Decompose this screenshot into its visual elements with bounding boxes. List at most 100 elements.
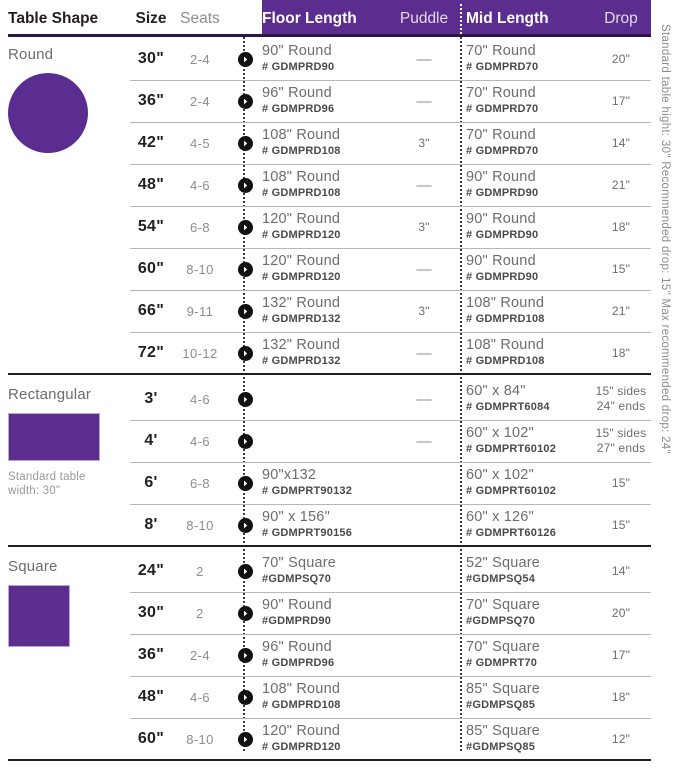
column-header-drop: Drop [604, 10, 638, 27]
cell-arrow[interactable] [228, 248, 262, 290]
table-row[interactable]: 24" 2 70" Square #GDMPSQ70 52" Square #GDMPSQ… [0, 550, 679, 592]
side-note-text: Standard table hight: 30" Recommended dr… [659, 24, 671, 454]
drop-value: 15" sides [595, 426, 647, 440]
table-row[interactable]: 60" 8-10 120" Round # GDMPRD120 — 90" Round # … [0, 248, 679, 290]
cell-seats: 8-10 [172, 504, 228, 546]
column-header-floor-length: Floor Length [262, 10, 357, 27]
drop-value: 14" [611, 563, 631, 578]
chevron-right-circle-icon[interactable] [237, 93, 253, 109]
chevron-right-circle-icon[interactable] [237, 563, 253, 579]
cell-arrow[interactable] [228, 592, 262, 634]
cell-arrow[interactable] [228, 164, 262, 206]
cell-puddle: 3" [388, 206, 460, 248]
cell-drop: 21" [592, 164, 650, 206]
chevron-right-circle-icon[interactable] [237, 219, 253, 235]
cell-seats: 6-8 [172, 206, 228, 248]
chevron-right-circle-icon[interactable] [237, 51, 253, 67]
seats-value: 4-6 [190, 177, 210, 193]
cell-arrow[interactable] [228, 290, 262, 332]
chevron-right-circle-icon[interactable] [237, 391, 253, 407]
chevron-right-circle-icon[interactable] [237, 303, 253, 319]
chevron-right-circle-icon[interactable] [237, 517, 253, 533]
chevron-right-circle-icon[interactable] [237, 475, 253, 491]
chevron-right-circle-icon[interactable] [237, 177, 253, 193]
drop-value: 15" [611, 475, 631, 490]
cell-arrow[interactable] [228, 550, 262, 592]
cell-floor-length: 132" Round # GDMPRD132 [262, 290, 390, 332]
table-row[interactable]: 6' 6-8 90"x132 # GDMPRT90132 60" x 102" # GDM… [0, 462, 679, 504]
shape-swatch-square [8, 585, 70, 647]
shape-label: Square [8, 558, 58, 575]
mid-length-value: 70" Round [466, 127, 536, 143]
seats-value: 2-4 [190, 647, 210, 663]
header-bottom-rule [8, 34, 651, 37]
cell-arrow[interactable] [228, 80, 262, 122]
chevron-right-circle-icon[interactable] [237, 135, 253, 151]
seats-value: 10-12 [182, 345, 218, 361]
chevron-right-circle-icon[interactable] [237, 731, 253, 747]
floor-length-value: 108" Round [262, 127, 341, 143]
table-row[interactable]: 72" 10-12 132" Round # GDMPRD132 — 108" Round… [0, 332, 679, 374]
cell-floor-length: 90" Round # GDMPRD90 [262, 38, 390, 80]
cell-arrow[interactable] [228, 504, 262, 546]
drop-value: 21" [611, 303, 631, 318]
table-header: Table Shape Size Seats Floor Length Pudd… [0, 0, 651, 37]
cell-drop: 21" [592, 290, 650, 332]
cell-arrow[interactable] [228, 206, 262, 248]
cell-arrow[interactable] [228, 420, 262, 462]
chevron-right-circle-icon[interactable] [237, 261, 253, 277]
cell-size: 48" [130, 164, 172, 206]
table-row[interactable]: 30" 2 90" Round #GDMPRD90 70" Square #GDMPSQ7… [0, 592, 679, 634]
mid-length-value: 70" Square [466, 597, 541, 613]
table-row[interactable]: 30" 2-4 90" Round # GDMPRD90 — 70" Round # GDM… [0, 38, 679, 80]
chevron-right-circle-icon[interactable] [237, 647, 253, 663]
row-divider [130, 462, 651, 463]
seats-value: 2-4 [190, 51, 210, 67]
size-value: 60" [137, 260, 165, 277]
table-row[interactable]: 42" 4-5 108" Round # GDMPRD108 3" 70" Round # … [0, 122, 679, 164]
chevron-right-circle-icon[interactable] [237, 605, 253, 621]
cell-arrow[interactable] [228, 332, 262, 374]
floor-length-sku: #GDMPSQ70 [262, 573, 332, 585]
table-row[interactable]: 66" 9-11 132" Round # GDMPRD132 3" 108" Round… [0, 290, 679, 332]
floor-length-value: 70" Square [262, 555, 337, 571]
floor-length-sku: # GDMPRD108 [262, 145, 341, 157]
floor-length-value: 90"x132 [262, 467, 317, 483]
mid-length-value: 90" Round [466, 169, 536, 185]
puddle-value: — [416, 432, 432, 450]
cell-arrow[interactable] [228, 462, 262, 504]
table-row[interactable]: 48" 4-6 108" Round # GDMPRD108 85" Square #GD… [0, 676, 679, 718]
table-row[interactable]: 60" 8-10 120" Round # GDMPRD120 85" Square #G… [0, 718, 679, 760]
mid-length-value: 70" Round [466, 43, 536, 59]
chevron-right-circle-icon[interactable] [237, 433, 253, 449]
table-row[interactable]: 8' 8-10 90" x 156" # GDMPRT90156 60" x 126" #… [0, 504, 679, 546]
cell-arrow[interactable] [228, 38, 262, 80]
floor-length-value: 90" Round [262, 597, 332, 613]
cell-floor-length: 108" Round # GDMPRD108 [262, 122, 390, 164]
table-row[interactable]: 36" 2-4 96" Round # GDMPRD96 70" Square # GDM… [0, 634, 679, 676]
table-row[interactable]: 36" 2-4 96" Round # GDMPRD96 — 70" Round # GDM… [0, 80, 679, 122]
cell-arrow[interactable] [228, 378, 262, 420]
cell-floor-length: 120" Round # GDMPRD120 [262, 206, 390, 248]
shape-group: Square [0, 558, 679, 768]
cell-arrow[interactable] [228, 634, 262, 676]
table-row[interactable]: 54" 6-8 120" Round # GDMPRD120 3" 90" Round # … [0, 206, 679, 248]
table-row[interactable]: 48" 4-6 108" Round # GDMPRD108 — 90" Round # G… [0, 164, 679, 206]
chevron-right-circle-icon[interactable] [237, 689, 253, 705]
mid-length-value: 90" Round [466, 253, 536, 269]
puddle-value: — [416, 92, 432, 110]
cell-seats: 2 [172, 592, 228, 634]
size-value: 60" [137, 730, 165, 747]
drop-value: 20" [611, 605, 631, 620]
cell-arrow[interactable] [228, 122, 262, 164]
chevron-right-circle-icon[interactable] [237, 345, 253, 361]
cell-size: 42" [130, 122, 172, 164]
table-row[interactable]: 3' 4-6 — 60" x 84" # GDMPRT6084 15" sides 24" … [0, 378, 679, 420]
table-row[interactable]: 4' 4-6 — 60" x 102" # GDMPRT60102 15" sides 27… [0, 420, 679, 462]
seats-value: 8-10 [186, 517, 214, 533]
cell-arrow[interactable] [228, 676, 262, 718]
cell-arrow[interactable] [228, 718, 262, 760]
mid-length-value: 70" Round [466, 85, 536, 101]
column-header-size: Size [135, 10, 167, 27]
